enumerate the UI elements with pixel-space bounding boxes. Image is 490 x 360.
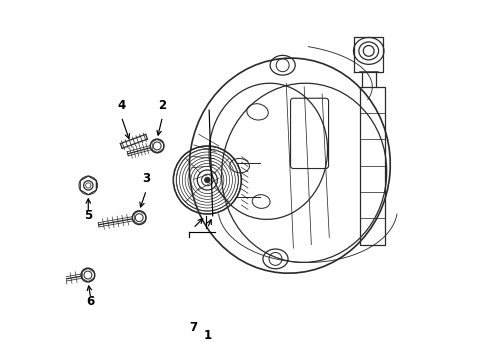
Text: 6: 6 xyxy=(87,296,95,309)
Text: 2: 2 xyxy=(158,99,167,112)
Text: 7: 7 xyxy=(189,320,197,334)
Text: 1: 1 xyxy=(203,329,211,342)
Text: 4: 4 xyxy=(117,99,125,112)
Text: 5: 5 xyxy=(84,209,93,222)
Text: 3: 3 xyxy=(142,172,150,185)
Circle shape xyxy=(204,177,210,183)
